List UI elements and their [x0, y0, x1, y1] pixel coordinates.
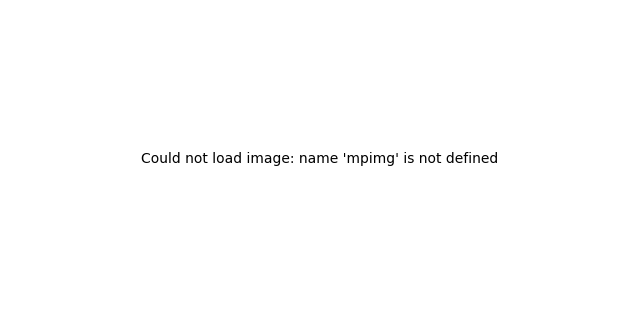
Text: Could not load image: name 'mpimg' is not defined: Could not load image: name 'mpimg' is no…	[141, 152, 499, 167]
